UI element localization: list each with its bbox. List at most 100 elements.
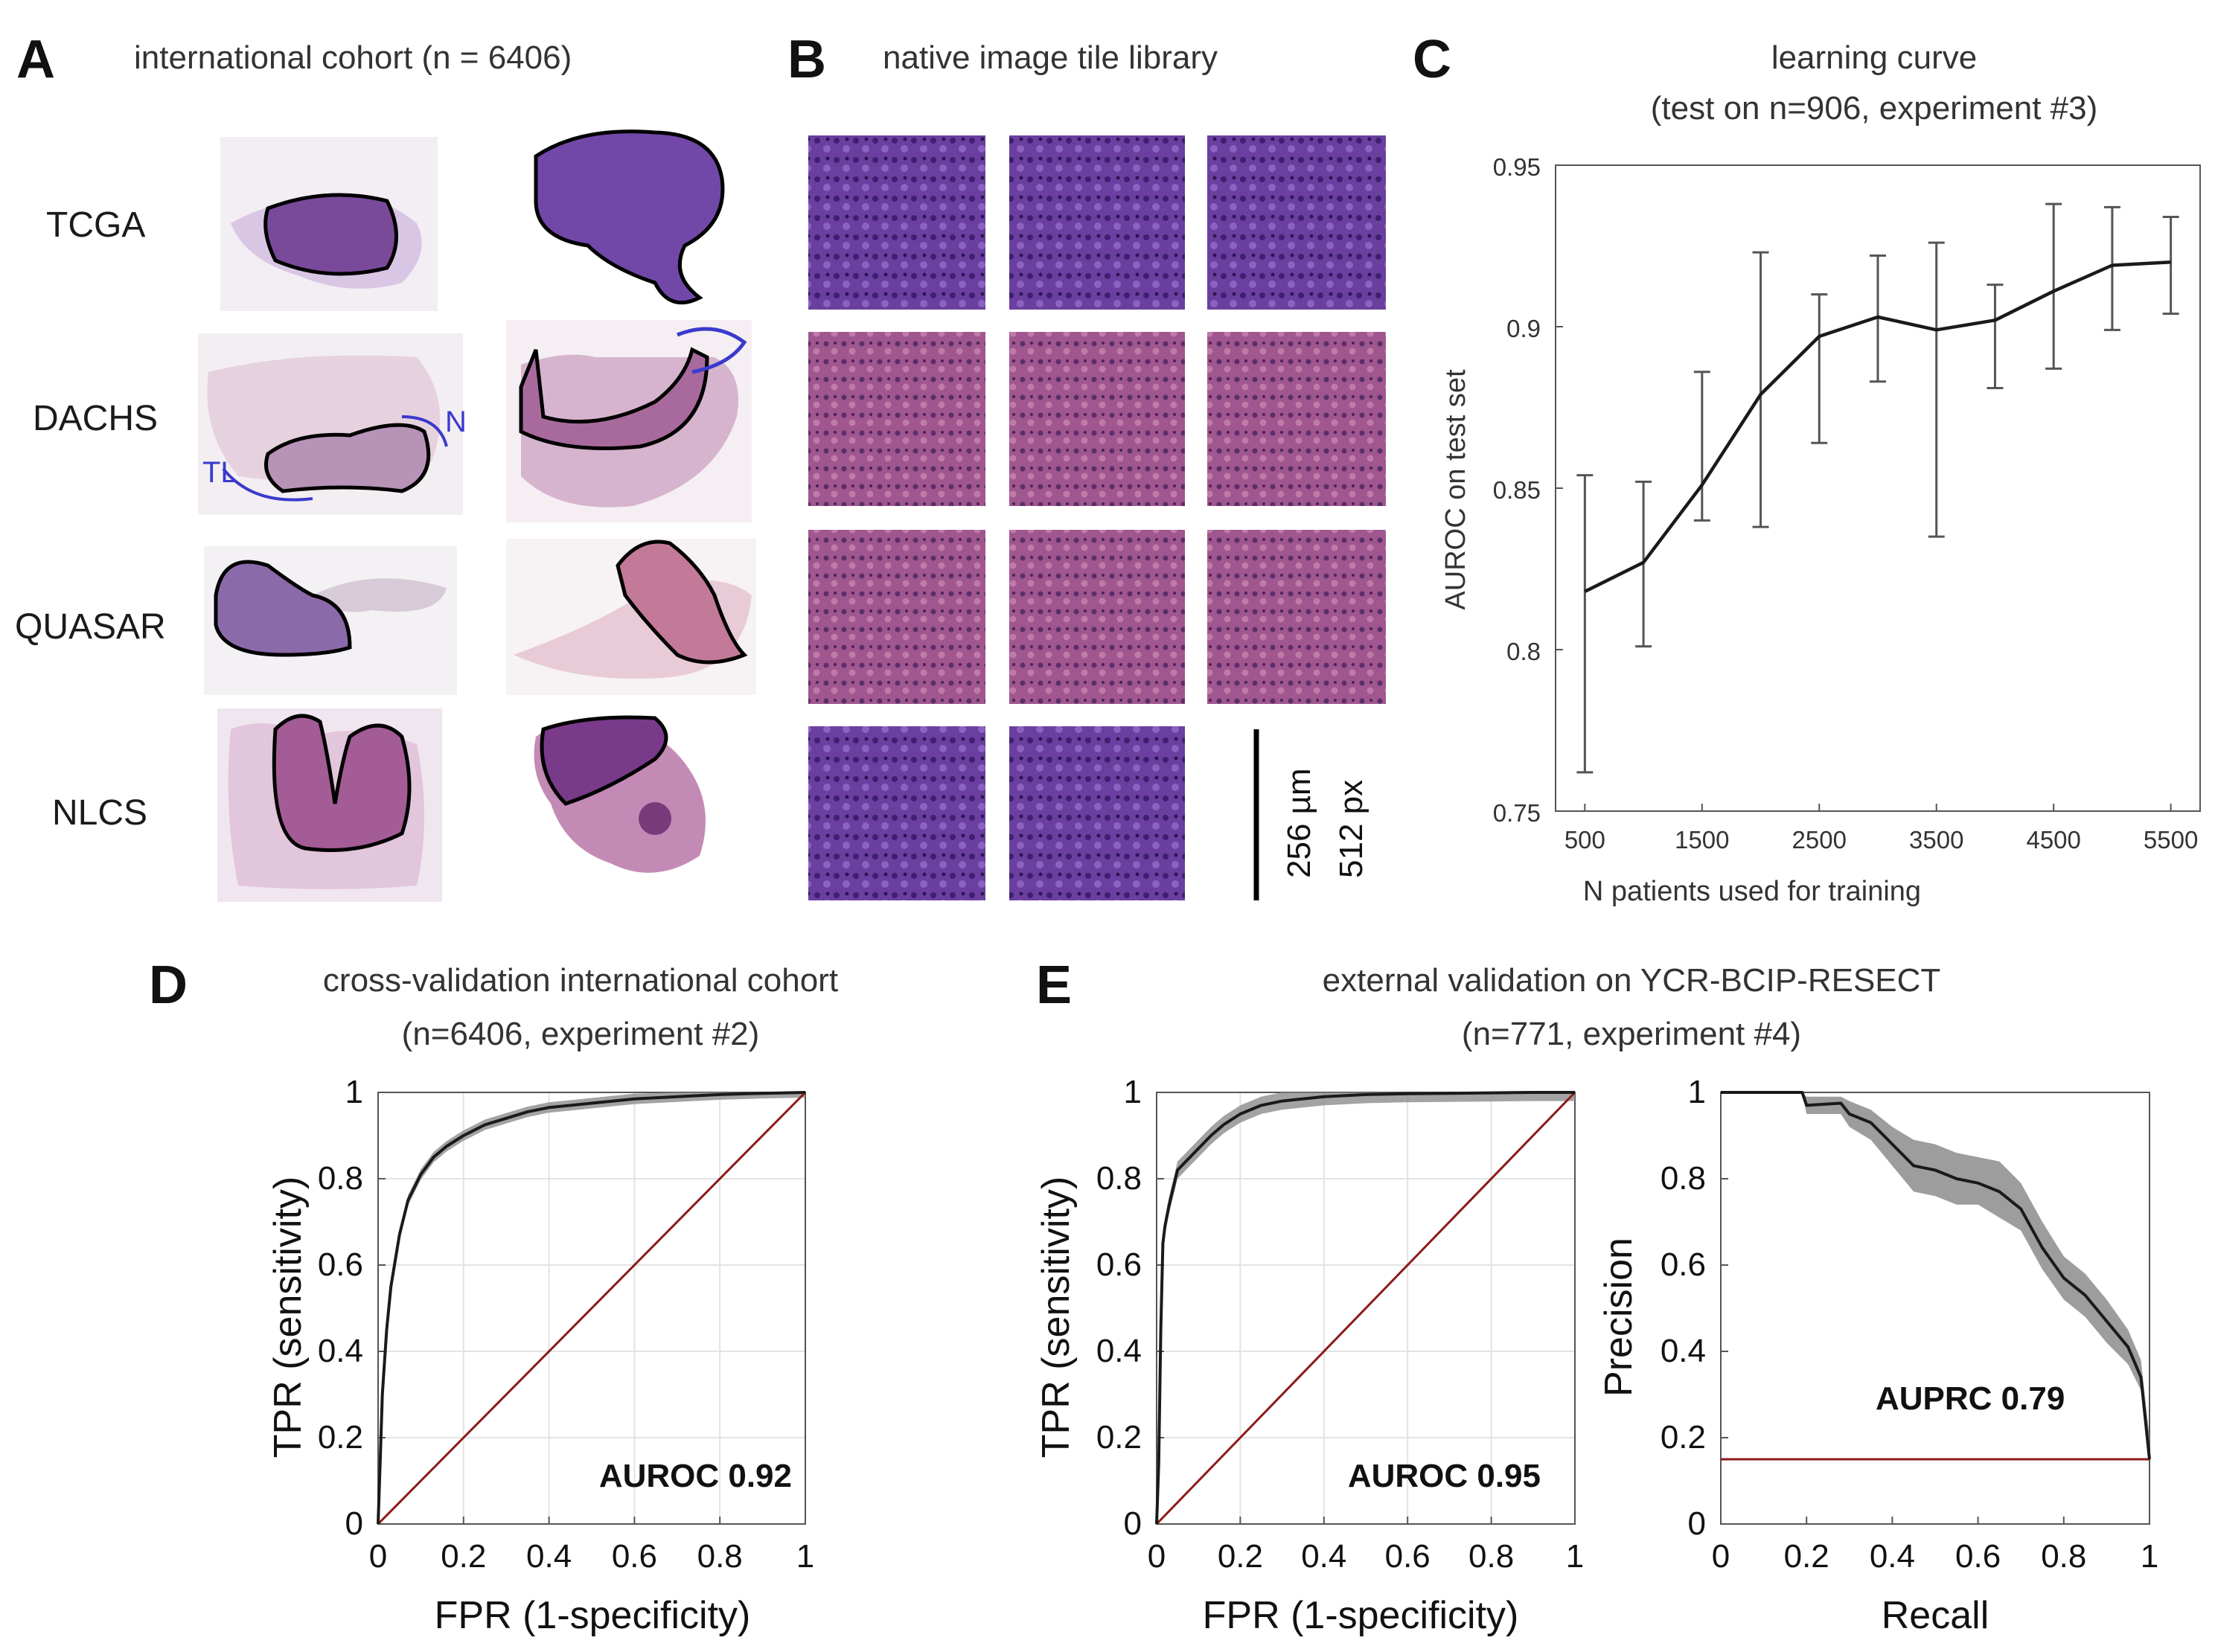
chart-e-roc-ytick-label: 0.6 [1096,1246,1142,1283]
chart-d-xtick-label: 1 [796,1538,814,1575]
scale-bar-microns: 256 µm [1281,768,1317,878]
chart-e-roc-xlabel: FPR (1-specificity) [1203,1594,1519,1637]
chart-c-mean-line [1584,260,2171,593]
panel-b-title: native image tile library [883,39,1218,76]
chart-e-roc-xtick-label: 0 [1148,1538,1166,1575]
chart-e-pr-curve [1721,1091,2151,1460]
chart-e-roc-ylabel: TPR (sensitivity) [1035,1176,1078,1458]
chart-e-pr-ytick-label: 0 [1688,1505,1706,1542]
chart-e-pr-xtick-label: 0.2 [1784,1538,1829,1575]
chart-e-pr-ylabel: Precision [1597,1238,1640,1397]
chart-e-roc-chance-line [1155,1091,1576,1525]
panel-c: C learning curve (test on n=906, experim… [1413,30,2201,907]
panel-b: B native image tile library 256 µm 512 p… [787,30,1386,900]
tile-r3-c1 [808,530,985,704]
chart-d-xtick-label: 0.8 [697,1538,743,1575]
chart-d-axes-box [377,1092,806,1525]
chart-e-roc-ytick-label: 0.8 [1096,1160,1142,1197]
tile-r2-c3 [1207,332,1386,506]
panel-d-letter: D [149,955,188,1015]
panel-e-letter: E [1036,955,1072,1015]
panel-c-letter: C [1413,30,1451,89]
slide-nlcs-2 [521,702,752,897]
chart-e-roc-xtick-label: 0.2 [1218,1538,1263,1575]
chart-d-ylabel: TPR (sensitivity) [266,1176,310,1458]
chart-c-xtick-label: 5500 [2144,826,2198,854]
chart-c-ylabel: AUROC on test set [1440,369,1471,610]
chart-e-auprc: AUPRC 0.79 [1876,1380,2065,1417]
chart-e-pr-xtick-label: 1 [2141,1538,2158,1575]
svg-text:N: N [445,406,467,438]
row-label-quasar: QUASAR [15,607,166,647]
panel-b-letter: B [787,30,826,89]
chart-d-xlabel: FPR (1-specificity) [435,1594,751,1637]
chart-e-subtitle: (n=771, experiment #4) [1462,1016,1801,1052]
chart-d-ytick-label: 0.6 [318,1246,363,1283]
chart-e-pr-xlabel: Recall [1882,1594,1989,1637]
chart-e-pr-xtick-label: 0.4 [1870,1538,1915,1575]
slide-dachs-2 [506,320,752,522]
row-label-tcga: TCGA [46,205,145,245]
chart-d-xtick-label: 0.4 [526,1538,572,1575]
chart-c-ytick-label: 0.95 [1493,153,1541,181]
panel-a-letter: A [16,30,55,89]
chart-c-ytick-label: 0.8 [1506,638,1541,665]
chart-e-roc-xtick-label: 0.6 [1385,1538,1431,1575]
chart-c-ytick-label: 0.85 [1493,476,1541,504]
chart-d-xtick-label: 0.6 [612,1538,657,1575]
chart-e-pr-ytick-label: 1 [1688,1074,1706,1110]
chart-c-xtick-label: 4500 [2026,826,2080,854]
chart-d-xtick-label: 0 [369,1538,387,1575]
tile-r3-c3 [1207,530,1386,704]
chart-e-roc-ytick-label: 0.2 [1096,1419,1142,1456]
chart-e-pr-plot: 0 0.2 0.4 0.6 0.8 1 0 0.2 0.4 0.6 0.8 1 [1661,1074,2158,1575]
row-label-dachs: DACHS [33,399,158,438]
chart-d-auroc: AUROC 0.92 [599,1458,792,1494]
tile-r4-c1 [808,726,985,900]
tile-r1-c2 [1009,135,1185,310]
svg-text:TL: TL [202,456,237,489]
chart-e-pr-xtick-label: 0 [1712,1538,1730,1575]
scale-bar-pixels: 512 px [1333,780,1369,878]
chart-e-pr-xtick-label: 0.8 [2041,1538,2086,1575]
chart-e-pr-ytick-label: 0.2 [1661,1419,1706,1456]
chart-e-roc-ytick-label: 0.4 [1096,1333,1142,1369]
chart-c-xtick-label: 2500 [1792,826,1847,854]
chart-d-ytick-label: 0 [345,1505,363,1542]
chart-c-xtick-label: 500 [1564,826,1605,854]
panel-e: E external validation on YCR-BCIP-RESECT… [1035,955,2158,1637]
chart-c-plot: 500 1500 2500 3500 4500 5500 0.75 0.8 0.85 0.9 0.9… [1493,153,2201,854]
tile-r2-c2 [1009,332,1185,506]
chart-c-ytick-label: 0.9 [1506,315,1541,342]
chart-d-xtick-label: 0.2 [441,1538,486,1575]
chart-e-roc-xtick-label: 0.8 [1468,1538,1514,1575]
chart-d-ytick-label: 0.8 [318,1160,363,1197]
chart-d-ytick-label: 0.2 [318,1419,363,1456]
chart-d-ytick-label: 1 [345,1074,363,1110]
chart-d-ytick-label: 0.4 [318,1333,363,1369]
slide-tcga-2 [514,122,738,316]
chart-c-title: learning curve [1771,39,1977,76]
tile-r3-c2 [1009,530,1185,704]
chart-e-pr-ytick-label: 0.6 [1661,1246,1706,1283]
chart-c-xlabel: N patients used for training [1583,876,1921,907]
chart-e-pr-xtick-label: 0.6 [1955,1538,2001,1575]
slide-tcga-1 [220,137,438,311]
chart-e-roc-roc-curve [1155,1091,1575,1525]
chart-e-pr-ytick-label: 0.4 [1661,1333,1706,1369]
chart-c-xtick-label: 1500 [1675,826,1729,854]
chart-e-pr-axes-box [1720,1092,2150,1525]
tile-r1-c3 [1207,135,1386,310]
slide-nlcs-1 [217,708,442,902]
chart-d-subtitle: (n=6406, experiment #2) [402,1016,760,1052]
slide-quasar-2 [506,539,756,695]
chart-c-subtitle: (test on n=906, experiment #3) [1651,90,2097,127]
tile-r1-c1 [808,135,985,310]
tile-r2-c1 [808,332,985,506]
panel-d: D cross-validation international cohort … [149,955,838,1637]
row-label-nlcs: NLCS [52,793,147,833]
slide-quasar-1 [204,546,457,695]
chart-d-roc-curve [377,1091,806,1525]
chart-e-pr-ytick-label: 0.8 [1661,1160,1706,1197]
